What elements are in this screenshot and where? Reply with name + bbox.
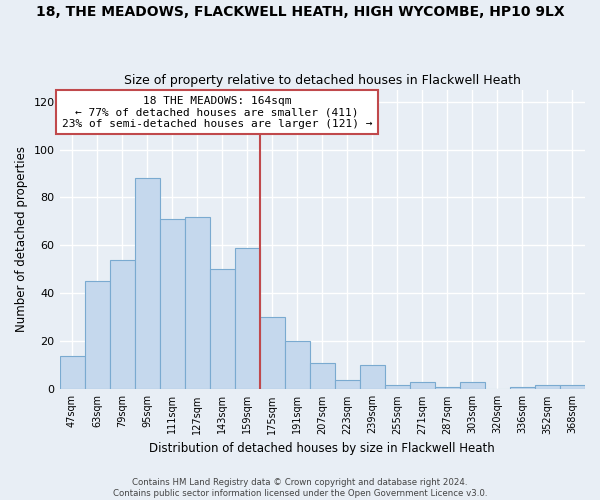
Bar — [59, 356, 85, 390]
Bar — [535, 384, 560, 390]
Bar — [335, 380, 360, 390]
Text: Contains HM Land Registry data © Crown copyright and database right 2024.
Contai: Contains HM Land Registry data © Crown c… — [113, 478, 487, 498]
Bar — [560, 384, 585, 390]
Bar — [435, 387, 460, 390]
Bar — [510, 387, 535, 390]
Bar — [360, 366, 385, 390]
Text: 18 THE MEADOWS: 164sqm
← 77% of detached houses are smaller (411)
23% of semi-de: 18 THE MEADOWS: 164sqm ← 77% of detached… — [62, 96, 373, 129]
Bar — [85, 282, 110, 390]
Bar — [185, 216, 209, 390]
Bar — [310, 363, 335, 390]
Bar — [385, 384, 410, 390]
Title: Size of property relative to detached houses in Flackwell Heath: Size of property relative to detached ho… — [124, 74, 521, 87]
Bar — [209, 270, 235, 390]
X-axis label: Distribution of detached houses by size in Flackwell Heath: Distribution of detached houses by size … — [149, 442, 495, 455]
Bar — [410, 382, 435, 390]
Text: 18, THE MEADOWS, FLACKWELL HEATH, HIGH WYCOMBE, HP10 9LX: 18, THE MEADOWS, FLACKWELL HEATH, HIGH W… — [35, 5, 565, 19]
Y-axis label: Number of detached properties: Number of detached properties — [15, 146, 28, 332]
Bar — [134, 178, 160, 390]
Bar — [235, 248, 260, 390]
Bar — [110, 260, 134, 390]
Bar — [260, 318, 285, 390]
Bar — [460, 382, 485, 390]
Bar — [285, 342, 310, 390]
Bar — [160, 219, 185, 390]
